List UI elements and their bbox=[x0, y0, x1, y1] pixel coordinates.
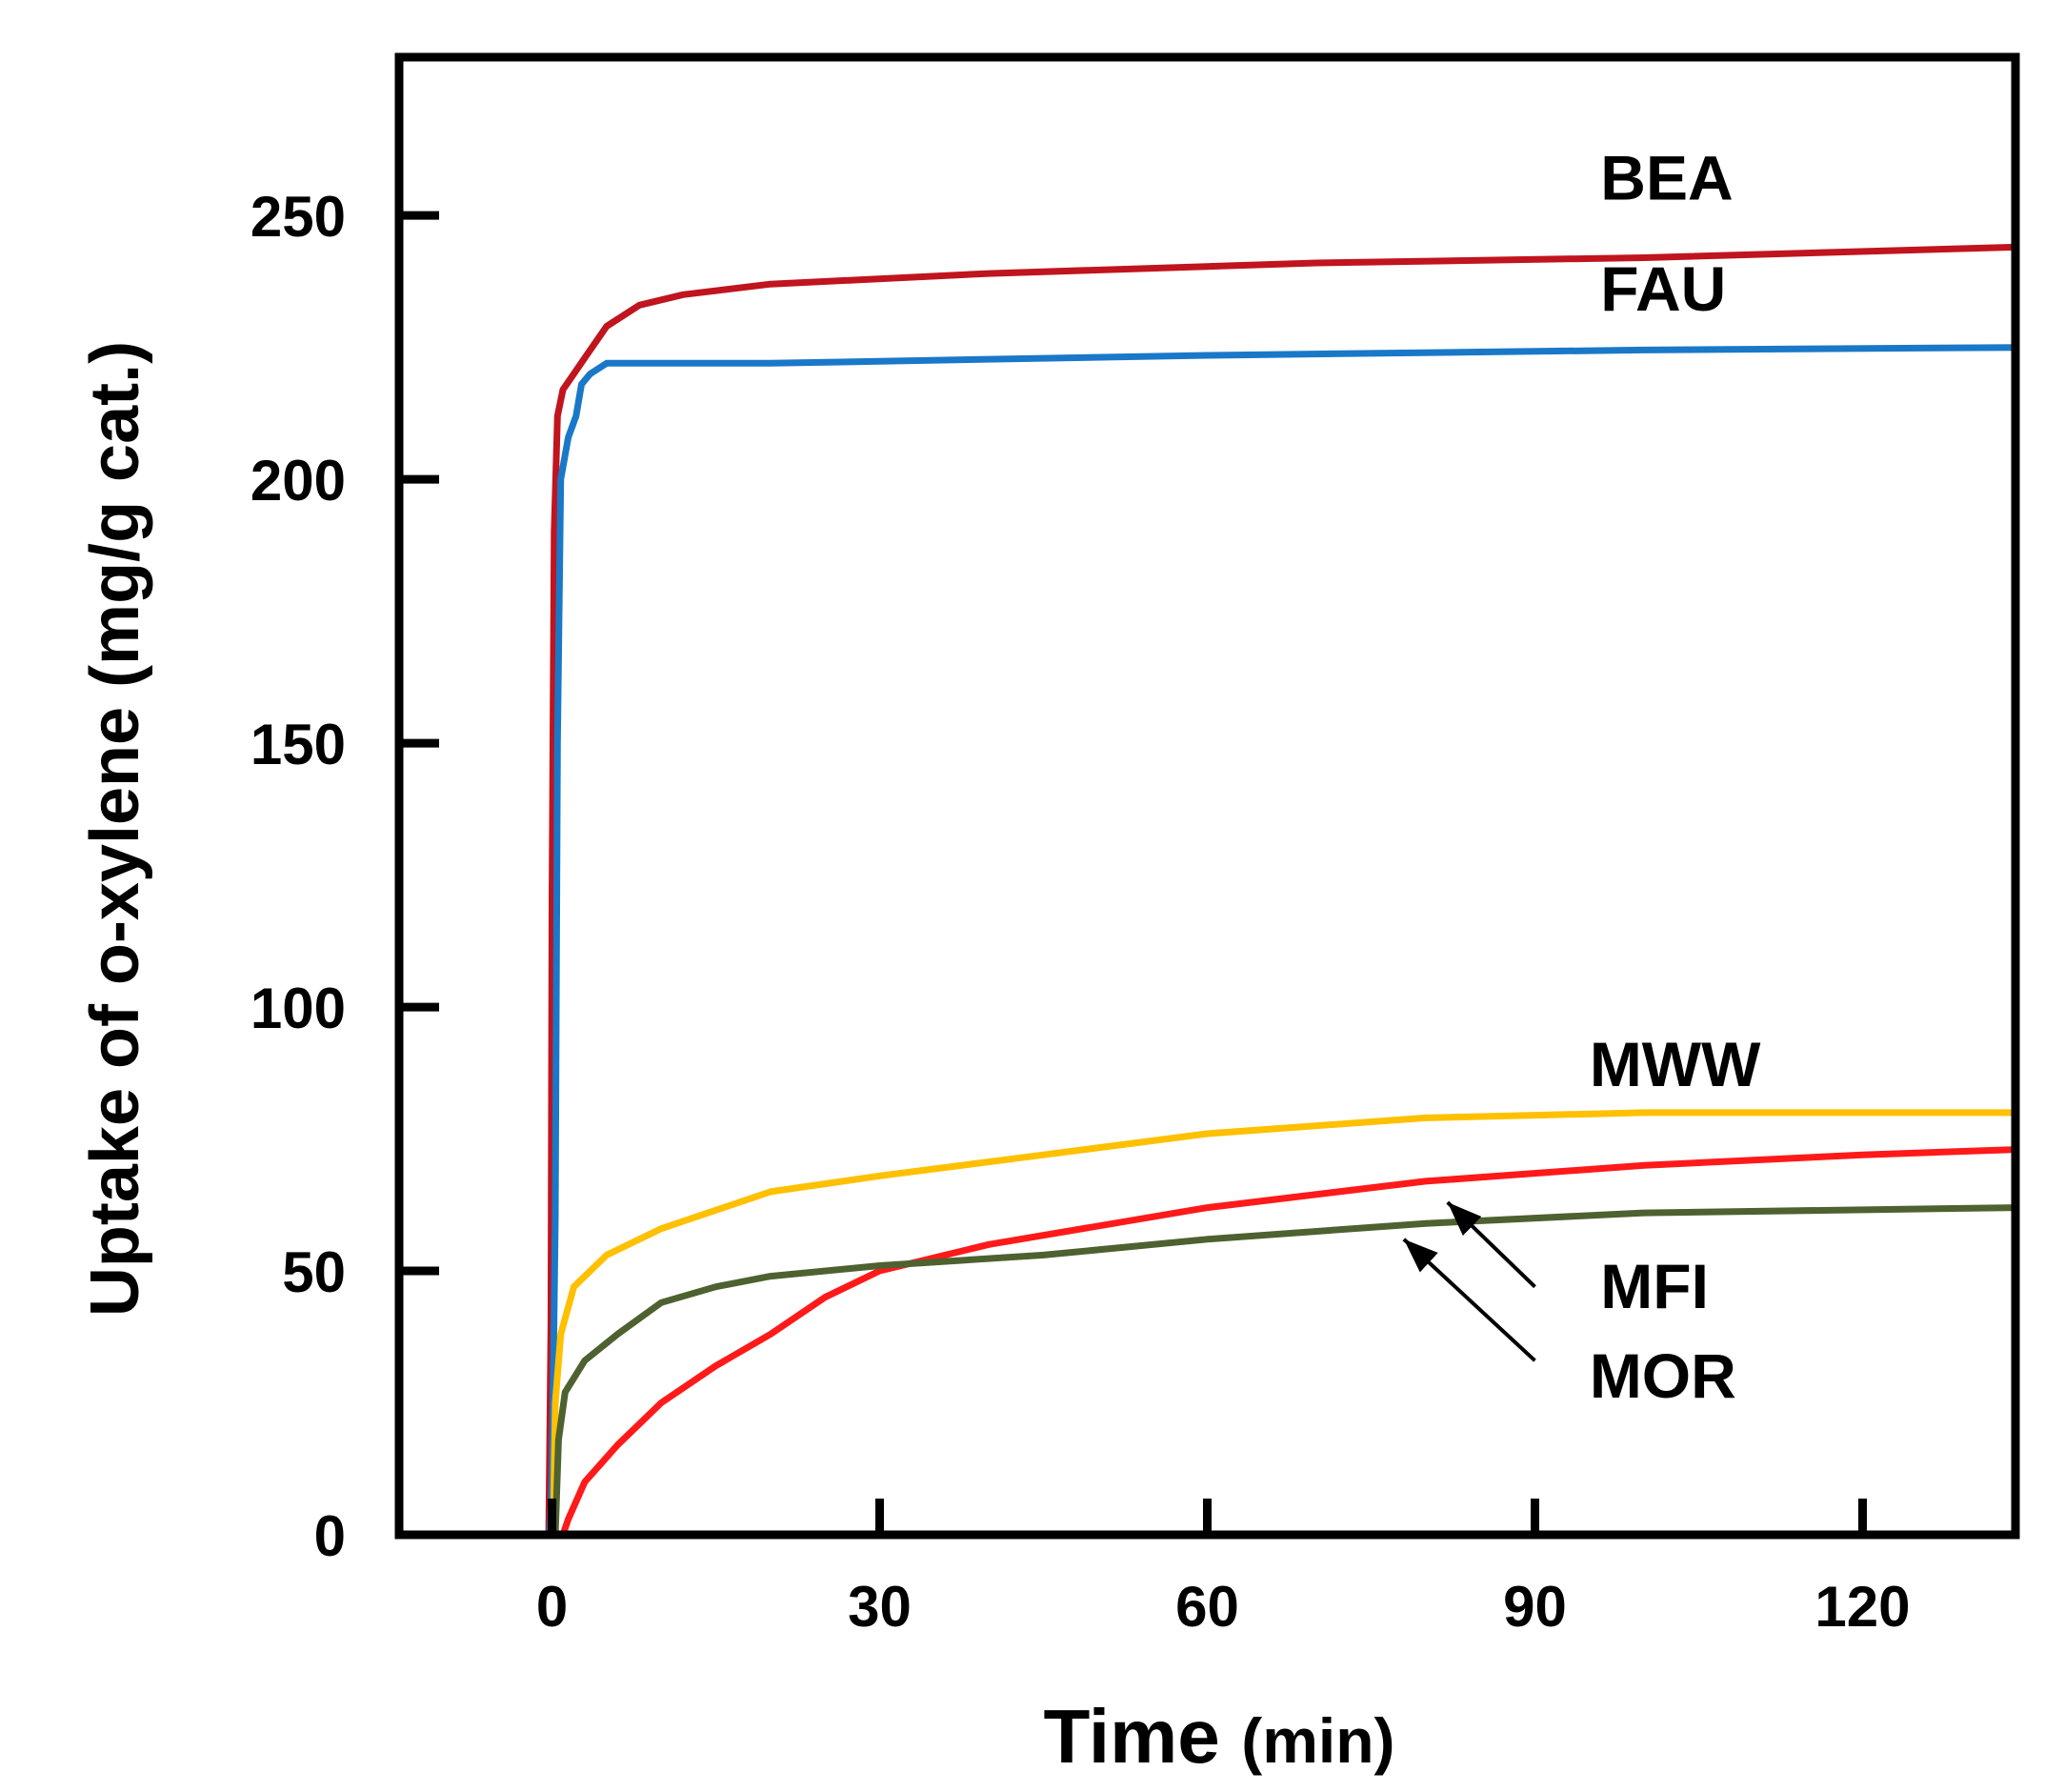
arrow-layer bbox=[1402, 1200, 1536, 1362]
series-label-fau: FAU bbox=[1600, 253, 1726, 324]
y-axis-title: Uptake of o-xylene (mg/g cat.) bbox=[77, 341, 153, 1317]
arrow-mor bbox=[1402, 1238, 1536, 1362]
x-axis-title-main: Time bbox=[1043, 1694, 1219, 1779]
series-line-mww bbox=[550, 1109, 2019, 1539]
series-label-mww: MWW bbox=[1590, 1029, 1761, 1099]
x-tick-label: 0 bbox=[536, 1575, 568, 1639]
series-line-bea bbox=[545, 243, 2019, 1539]
series-layer bbox=[545, 243, 2019, 1539]
series-label-mfi: MFI bbox=[1600, 1251, 1709, 1321]
x-tick-label: 120 bbox=[1814, 1575, 1910, 1639]
label-layer: BEA FAU MWW MFI MOR bbox=[1590, 143, 1761, 1411]
y-tick-label: 100 bbox=[251, 977, 346, 1040]
y-tick-label: 200 bbox=[251, 449, 346, 513]
x-tick-label: 30 bbox=[848, 1575, 912, 1639]
series-label-bea: BEA bbox=[1600, 143, 1733, 213]
series-line-fau bbox=[546, 344, 2019, 1539]
y-tick-label: 0 bbox=[314, 1504, 346, 1568]
y-tick-label: 250 bbox=[251, 185, 346, 249]
arrow-mfi bbox=[1446, 1200, 1536, 1289]
x-tick-label: 60 bbox=[1175, 1575, 1239, 1639]
x-axis-title: Time (min) bbox=[1043, 1694, 1394, 1779]
series-label-mor: MOR bbox=[1590, 1340, 1736, 1411]
series-line-mor bbox=[551, 1204, 2019, 1539]
plot-frame bbox=[394, 52, 2020, 1540]
y-tick-label: 50 bbox=[282, 1240, 346, 1304]
y-tick-label: 150 bbox=[251, 713, 346, 776]
ticks-layer: 0 50 100 150 200 250 0 30 60 90 120 bbox=[251, 185, 1911, 1639]
x-axis-title-unit: (min) bbox=[1241, 1705, 1394, 1776]
x-tick-label: 90 bbox=[1503, 1575, 1567, 1639]
series-line-mfi bbox=[559, 1146, 2019, 1539]
